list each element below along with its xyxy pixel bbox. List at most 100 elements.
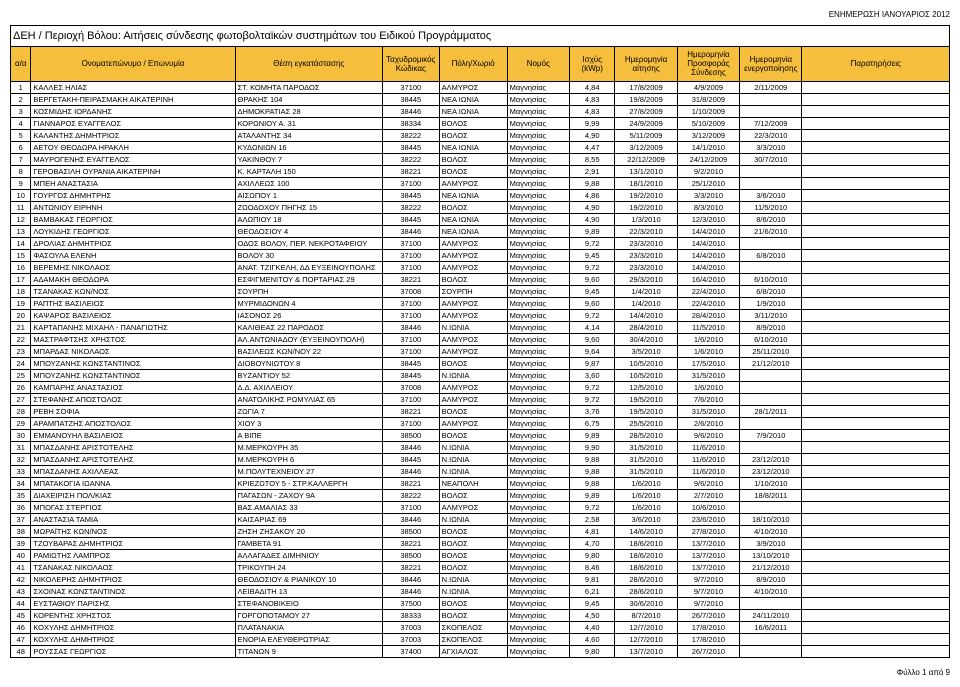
cell-city: ΝΕΑ ΙΩΝΙΑ	[439, 141, 507, 153]
cell-d3: 3/6/2010	[740, 189, 802, 201]
cell-pow: 9,60	[570, 273, 615, 285]
cell-note	[802, 417, 950, 429]
cell-aa: 18	[11, 285, 31, 297]
cell-pow: 9,89	[570, 225, 615, 237]
cell-note	[802, 501, 950, 513]
cell-zip: 38221	[382, 561, 439, 573]
cell-zip: 37100	[382, 81, 439, 93]
cell-name: ΒΕΡΕΜΗΣ ΝΙΚΟΛΑΟΣ	[31, 261, 235, 273]
cell-nom: Μαγνησίας	[507, 393, 569, 405]
cell-nom: Μαγνησίας	[507, 513, 569, 525]
col-city: Πόλη/Χωριό	[439, 47, 507, 82]
cell-loc: ΖΩΓΙΑ 7	[235, 405, 382, 417]
cell-pow: 9,87	[570, 357, 615, 369]
cell-zip: 37100	[382, 249, 439, 261]
cell-d3: 16/6/2011	[740, 621, 802, 633]
cell-d1: 28/6/2010	[615, 573, 677, 585]
cell-name: ΜΠΑΣΔΑΝΗΣ ΑΡΙΣΤΟΤΕΛΗΣ	[31, 453, 235, 465]
cell-zip: 37100	[382, 501, 439, 513]
cell-aa: 17	[11, 273, 31, 285]
cell-d3: 6/8/2010	[740, 249, 802, 261]
cell-zip: 37008	[382, 285, 439, 297]
cell-aa: 4	[11, 117, 31, 129]
cell-note	[802, 537, 950, 549]
cell-d3: 7/9/2010	[740, 429, 802, 441]
cell-zip: 37500	[382, 597, 439, 609]
table-row: 36ΜΠΟΓΑΣ ΣΤΕΡΓΙΟΣΒΑΣ.ΑΜΑΛΙΑΣ 3337100ΑΛΜΥ…	[11, 501, 950, 513]
cell-nom: Μαγνησίας	[507, 285, 569, 297]
table-row: 18ΤΣΑΝΑΚΑΣ ΚΩΝ/ΝΟΣΣΟΥΡΠΗ37008ΣΟΥΡΠΗΜαγνη…	[11, 285, 950, 297]
cell-loc: ΥΑΚΙΝΘΟΥ 7	[235, 153, 382, 165]
cell-note	[802, 477, 950, 489]
cell-aa: 43	[11, 585, 31, 597]
cell-note	[802, 93, 950, 105]
cell-city: ΣΚΟΠΕΛΟΣ	[439, 621, 507, 633]
table-row: 3ΚΟΣΜΙΔΗΣ ΙΟΡΔΑΝΗΣΔΗΜΟΚΡΑΤΙΑΣ 2838446ΝΕΑ…	[11, 105, 950, 117]
cell-nom: Μαγνησίας	[507, 129, 569, 141]
cell-name: ΓΕΡΟΒΑΣΙΛΗ ΟΥΡΑΝΙΑ ΑΙΚΑΤΕΡΙΝΗ	[31, 165, 235, 177]
cell-city: ΒΟΛΟΣ	[439, 117, 507, 129]
cell-nom: Μαγνησίας	[507, 225, 569, 237]
cell-name: ΑΝΑΣΤΑΣΙΑ ΤΑΜΙΑ	[31, 513, 235, 525]
table-row: 47ΚΟΧΥΛΗΣ ΔΗΜΗΤΡΙΟΣΕΝΟΡΙΑ ΕΛΕΥΘΕΡΩΤΡΙΑΣ3…	[11, 633, 950, 645]
cell-zip: 38446	[382, 513, 439, 525]
cell-aa: 1	[11, 81, 31, 93]
cell-aa: 10	[11, 189, 31, 201]
cell-d3: 18/8/2011	[740, 489, 802, 501]
cell-pow: 4,90	[570, 129, 615, 141]
cell-d1: 24/9/2009	[615, 117, 677, 129]
cell-zip: 37100	[382, 393, 439, 405]
cell-d2: 11/5/2010	[677, 321, 739, 333]
cell-pow: 2,91	[570, 165, 615, 177]
cell-nom: Μαγνησίας	[507, 189, 569, 201]
cell-note	[802, 297, 950, 309]
cell-zip: 38222	[382, 129, 439, 141]
cell-d3: 18/10/2010	[740, 513, 802, 525]
cell-pow: 9,72	[570, 261, 615, 273]
cell-d1: 19/2/2010	[615, 201, 677, 213]
cell-name: ΡΑΜΙΩΤΗΣ ΛΑΜΠΡΟΣ	[31, 549, 235, 561]
cell-nom: Μαγνησίας	[507, 621, 569, 633]
cell-city: ΑΛΜΥΡΟΣ	[439, 393, 507, 405]
cell-nom: Μαγνησίας	[507, 297, 569, 309]
cell-d2: 24/12/2009	[677, 153, 739, 165]
cell-d1: 12/7/2010	[615, 633, 677, 645]
cell-pow: 9,80	[570, 645, 615, 657]
cell-nom: Μαγνησίας	[507, 561, 569, 573]
cell-d2: 4/9/2009	[677, 81, 739, 93]
cell-d1: 1/6/2010	[615, 489, 677, 501]
cell-d2: 10/6/2010	[677, 501, 739, 513]
cell-city: ΝΕΑ ΙΩΝΙΑ	[439, 93, 507, 105]
cell-city: ΒΟΛΟΣ	[439, 597, 507, 609]
cell-name: ΜΠΕΗ ΑΝΑΣΤΑΣΙΑ	[31, 177, 235, 189]
col-d2: Ημερομηνία Προσφοράς Σύνδεσης	[677, 47, 739, 82]
cell-pow: 2,58	[570, 513, 615, 525]
cell-name: ΛΟΥΚΙΔΗΣ ΓΕΩΡΓΙΟΣ	[31, 225, 235, 237]
cell-pow: 9,45	[570, 285, 615, 297]
cell-zip: 38446	[382, 585, 439, 597]
table-row: 5ΚΑΛΑΝΤΗΣ ΔΗΜΗΤΡΙΟΣΑΤΑΛΑΝΤΗΣ 3438222ΒΟΛΟ…	[11, 129, 950, 141]
cell-aa: 32	[11, 453, 31, 465]
cell-d1: 28/6/2010	[615, 585, 677, 597]
cell-aa: 24	[11, 357, 31, 369]
cell-aa: 45	[11, 609, 31, 621]
cell-aa: 35	[11, 489, 31, 501]
cell-aa: 14	[11, 237, 31, 249]
cell-zip: 38446	[382, 441, 439, 453]
cell-zip: 38445	[382, 453, 439, 465]
cell-zip: 37100	[382, 333, 439, 345]
cell-city: ΣΚΟΠΕΛΟΣ	[439, 633, 507, 645]
cell-note	[802, 585, 950, 597]
table-row: 23ΜΠΑΡΔΑΣ ΝΙΚΟΛΑΟΣΒΑΣΙΛΕΩΣ ΚΩΝ/ΝΟΥ 22371…	[11, 345, 950, 357]
data-table: α/αΟνοματεπώνυμο / ΕπωνυμίαΘέση εγκατάστ…	[10, 46, 950, 658]
table-row: 42ΝΙΚΟΛΕΡΗΣ ΔΗΜΗΤΡΙΟΣΘΕΟΔΟΣΙΟΥ & ΡΙΑΝΙΚΟ…	[11, 573, 950, 585]
cell-d1: 8/7/2010	[615, 609, 677, 621]
cell-nom: Μαγνησίας	[507, 261, 569, 273]
cell-aa: 37	[11, 513, 31, 525]
cell-loc: ΘΕΟΔΟΣΙΟΥ & ΡΙΑΝΙΚΟΥ 10	[235, 573, 382, 585]
cell-d2: 17/5/2010	[677, 357, 739, 369]
cell-name: ΜΠΟΓΑΣ ΣΤΕΡΓΙΟΣ	[31, 501, 235, 513]
cell-pow: 6,21	[570, 585, 615, 597]
cell-city: ΑΛΜΥΡΟΣ	[439, 345, 507, 357]
cell-zip: 37100	[382, 261, 439, 273]
